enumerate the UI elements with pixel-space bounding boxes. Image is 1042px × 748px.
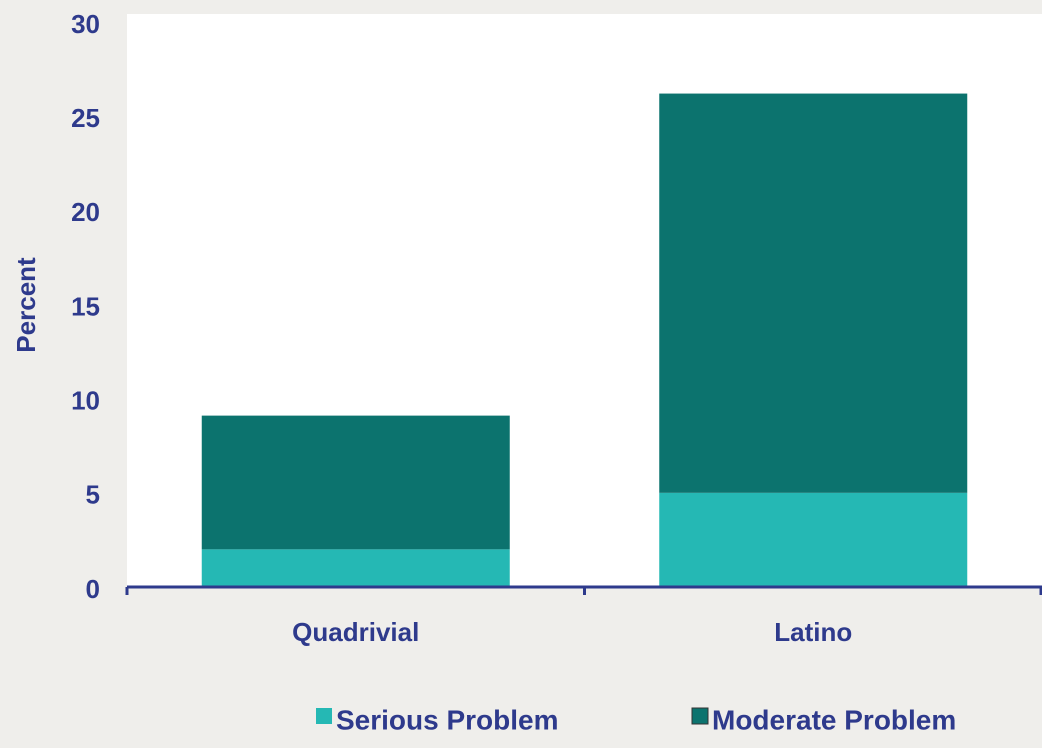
y-tick-label: 25 xyxy=(71,103,100,133)
legend-label: Serious Problem xyxy=(336,704,559,735)
y-tick-label: 5 xyxy=(86,480,100,510)
legend-swatch xyxy=(316,708,332,724)
y-tick-label: 15 xyxy=(71,291,100,321)
bar-segment xyxy=(659,492,968,587)
legend-swatch xyxy=(691,707,709,725)
y-tick-label: 20 xyxy=(71,197,100,227)
y-axis-label: Percent xyxy=(11,257,41,353)
y-tick-label: 10 xyxy=(71,386,100,416)
bar-segment xyxy=(201,415,510,550)
y-tick-label: 30 xyxy=(71,9,100,39)
x-tick-label: Quadrivial xyxy=(292,617,419,647)
bar-segment xyxy=(201,549,510,587)
legend-label: Moderate Problem xyxy=(712,704,956,735)
bar-segment xyxy=(659,93,968,493)
y-tick-label: 0 xyxy=(86,574,100,604)
x-tick-label: Latino xyxy=(774,617,852,647)
